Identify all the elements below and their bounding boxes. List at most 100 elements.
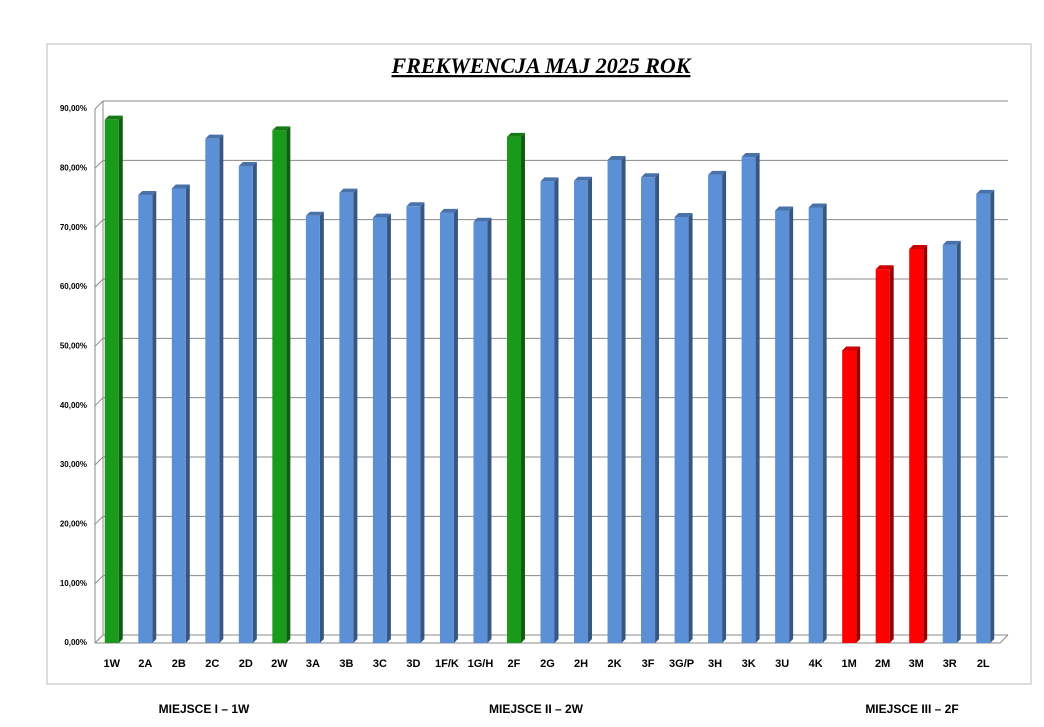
bar-side	[353, 188, 358, 643]
bar-side	[856, 346, 861, 643]
bar-top	[272, 126, 291, 131]
bar-side	[554, 177, 559, 644]
bar	[238, 165, 253, 643]
bar	[372, 217, 387, 643]
bar-top	[205, 134, 224, 139]
y-tick-label: 60,00%	[60, 282, 87, 291]
bar-top	[942, 240, 961, 245]
x-tick-label: 1G/H	[468, 658, 494, 670]
grid-diag	[94, 397, 104, 407]
y-tick-label: 0,00%	[64, 638, 87, 647]
x-axis-side	[999, 634, 1009, 644]
grid-diag	[94, 515, 104, 525]
bar-top	[875, 265, 894, 270]
bar	[976, 193, 991, 643]
bar-top	[305, 211, 324, 216]
y-tick-label: 40,00%	[60, 401, 87, 410]
bar	[439, 212, 454, 644]
x-tick-label: 2K	[608, 658, 622, 670]
x-tick-label: 3H	[708, 658, 722, 670]
bar-side	[722, 170, 727, 644]
bar-side	[688, 212, 693, 643]
bar-side	[990, 189, 995, 643]
annotation: MIEJSCE III – 2F	[865, 702, 958, 716]
x-tick-label: 3D	[406, 658, 420, 670]
grid-diag	[94, 159, 104, 169]
bar-side	[420, 202, 425, 643]
bar-top	[171, 184, 190, 189]
x-tick-label: 2D	[239, 658, 253, 670]
bar-side	[286, 126, 291, 644]
bar-top	[439, 208, 458, 213]
x-tick-label: 3G/P	[669, 658, 694, 670]
y-tick-label: 30,00%	[60, 460, 87, 469]
grid-diag	[94, 100, 104, 110]
grid-diag	[94, 337, 104, 347]
bar-side	[789, 206, 794, 643]
bar-top	[138, 191, 157, 196]
bar-side	[755, 153, 760, 643]
bar	[674, 216, 689, 643]
bar	[942, 244, 957, 643]
x-tick-label: 3K	[742, 658, 756, 670]
grid-diag	[94, 219, 104, 229]
x-tick-label: 3A	[306, 658, 320, 670]
x-tick-label: 2A	[138, 658, 152, 670]
x-tick-label: 2F	[508, 658, 521, 670]
x-tick-label: 4K	[809, 658, 823, 670]
x-tick-label: 3C	[373, 658, 387, 670]
grid-diag	[94, 634, 104, 644]
y-tick-label: 10,00%	[60, 579, 87, 588]
bar-top	[104, 115, 123, 120]
bar-side	[822, 203, 827, 643]
bar-side	[889, 265, 894, 643]
x-tick-label: 3R	[943, 658, 957, 670]
y-tick-label: 50,00%	[60, 341, 87, 350]
bar-top	[339, 188, 358, 193]
grid-diag	[94, 456, 104, 466]
x-tick-label: 2L	[977, 658, 990, 670]
bar-top	[741, 153, 760, 158]
bar	[104, 119, 119, 644]
bar-side	[621, 156, 626, 643]
bar-top	[574, 176, 593, 181]
bar-top	[473, 217, 492, 222]
bar-top	[607, 156, 626, 161]
bar	[339, 192, 354, 643]
grid-diag	[94, 575, 104, 585]
bar-top	[406, 202, 425, 207]
x-tick-label: 3F	[642, 658, 655, 670]
bar	[138, 195, 153, 644]
bar-top	[238, 161, 257, 166]
bar-top	[708, 170, 727, 175]
bar-top	[540, 177, 559, 182]
annotation: MIEJSCE I – 1W	[159, 702, 250, 716]
bar	[808, 207, 823, 643]
bar-side	[185, 184, 190, 644]
x-tick-label: 3B	[339, 658, 353, 670]
bar-top	[909, 245, 928, 250]
bar-side	[319, 211, 324, 644]
y-tick-label: 80,00%	[60, 163, 87, 172]
y-tick-label: 20,00%	[60, 519, 87, 528]
bar	[842, 350, 857, 643]
grid-diag	[94, 278, 104, 288]
bar-side	[453, 208, 458, 644]
bar-side	[386, 213, 391, 643]
bar-side	[118, 115, 123, 644]
bar-side	[520, 132, 525, 644]
bar	[540, 181, 555, 644]
y-tick-label: 90,00%	[60, 104, 87, 113]
bar	[909, 249, 924, 643]
bar	[272, 130, 287, 644]
bar	[305, 215, 320, 644]
bar	[741, 157, 756, 643]
bar	[506, 136, 521, 644]
x-tick-label: 3M	[909, 658, 924, 670]
x-tick-label: 1W	[104, 658, 121, 670]
x-tick-label: 2B	[172, 658, 186, 670]
chart-title: FREKWENCJA MAJ 2025 ROK	[391, 53, 692, 78]
bar-top	[842, 346, 861, 351]
bar-top	[775, 206, 794, 211]
